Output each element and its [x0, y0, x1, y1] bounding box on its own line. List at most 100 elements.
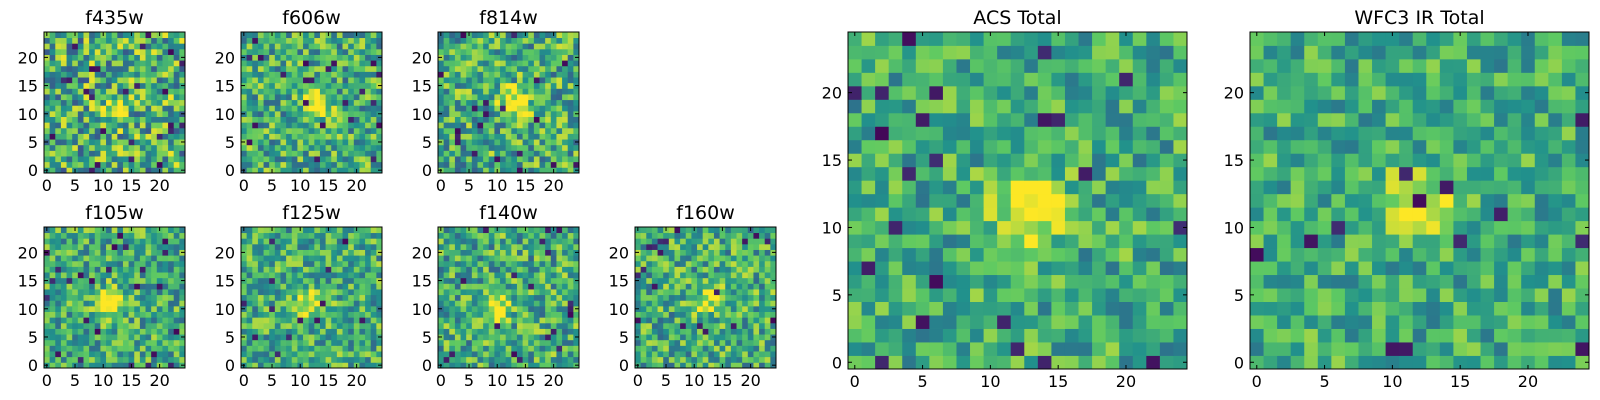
heatmap-cell — [342, 110, 349, 117]
heatmap-cell — [291, 127, 298, 134]
heatmap-cell — [454, 243, 461, 250]
heatmap-cell — [274, 37, 281, 44]
heatmap-cell — [1119, 261, 1134, 276]
heatmap-cell — [100, 139, 107, 146]
heatmap-cell — [342, 43, 349, 50]
heatmap-cell — [151, 60, 158, 67]
heatmap-cell — [573, 243, 580, 250]
heatmap-cell — [156, 356, 163, 363]
heatmap-cell — [342, 77, 349, 84]
heatmap-cell — [291, 227, 298, 234]
heatmap-cell — [1132, 247, 1147, 262]
heatmap-cell — [314, 255, 321, 262]
heatmap-cell — [134, 48, 141, 55]
heatmap-cell — [246, 32, 253, 39]
heatmap-cell — [128, 277, 135, 284]
heatmap-cell — [691, 356, 698, 363]
heatmap-cell — [280, 139, 287, 146]
heatmap-cell — [252, 48, 259, 55]
heatmap-cell — [505, 150, 512, 157]
heatmap-cell — [162, 255, 169, 262]
heatmap-cell — [44, 65, 51, 72]
heatmap-cell — [736, 317, 743, 324]
heatmap-cell — [319, 77, 326, 84]
heatmap-cell — [348, 339, 355, 346]
heatmap-cell — [72, 99, 79, 106]
heatmap-cell — [550, 243, 557, 250]
heatmap-cell — [929, 274, 944, 289]
heatmap-cell — [1173, 193, 1188, 208]
heatmap-cell — [956, 153, 971, 168]
heatmap-cell — [702, 362, 709, 369]
heatmap-cell — [370, 328, 377, 335]
heatmap-cell — [483, 105, 490, 112]
heatmap-cell — [241, 43, 248, 50]
heatmap-cell — [747, 243, 754, 250]
heatmap-cell — [674, 345, 681, 352]
heatmap-cell — [325, 328, 332, 335]
heatmap-cell — [494, 116, 501, 123]
heatmap-cell — [94, 110, 101, 117]
heatmap-cell — [454, 88, 461, 95]
heatmap-cell — [725, 351, 732, 358]
heatmap-cell — [117, 122, 124, 129]
heatmap-cell — [269, 116, 276, 123]
heatmap-cell — [488, 311, 495, 318]
heatmap-cell — [902, 288, 917, 302]
heatmap-cell — [657, 339, 664, 346]
heatmap-cell — [640, 294, 647, 301]
heatmap-cell — [60, 351, 67, 358]
heatmap-cell — [861, 328, 876, 343]
heatmap-cell — [550, 334, 557, 341]
heatmap-cell — [246, 133, 253, 140]
heatmap-cell — [66, 32, 73, 39]
heatmap-cell — [106, 300, 113, 307]
heatmap-cell — [134, 150, 141, 157]
heatmap-cell — [151, 289, 158, 296]
heatmap-cell — [72, 249, 79, 256]
heatmap-cell — [562, 65, 569, 72]
heatmap-cell — [342, 82, 349, 89]
heatmap-cell — [274, 322, 281, 329]
heatmap-cell — [106, 283, 113, 290]
heatmap-cell — [545, 277, 552, 284]
heatmap-cell — [303, 161, 310, 168]
heatmap-cell — [122, 300, 129, 307]
heatmap-cell — [443, 277, 450, 284]
heatmap-cell — [66, 243, 73, 250]
heatmap-cell — [516, 144, 523, 151]
heatmap-cell — [1159, 315, 1174, 329]
heatmap-cell — [539, 71, 546, 78]
heatmap-cell — [55, 54, 62, 61]
heatmap-cell — [55, 322, 62, 329]
heatmap-cell — [646, 345, 653, 352]
heatmap-cell — [269, 60, 276, 67]
heatmap-cell — [60, 322, 67, 329]
heatmap-cell — [888, 342, 903, 356]
heatmap-cell — [162, 94, 169, 101]
heatmap-cell — [319, 99, 326, 106]
heatmap-cell — [942, 301, 957, 316]
heatmap-cell — [500, 305, 507, 312]
heatmap-cell — [511, 260, 518, 267]
heatmap-cell — [528, 43, 535, 50]
heatmap-cell — [286, 110, 293, 117]
heatmap-cell — [241, 122, 248, 129]
heatmap-cell — [365, 144, 372, 151]
heatmap-cell — [550, 289, 557, 296]
heatmap-cell — [680, 322, 687, 329]
heatmap-cell — [556, 345, 563, 352]
heatmap-cell — [742, 277, 749, 284]
heatmap-cell — [297, 232, 304, 239]
heatmap-cell — [173, 266, 180, 273]
heatmap-cell — [663, 249, 670, 256]
heatmap-cell — [449, 238, 456, 245]
heatmap-cell — [89, 127, 96, 134]
heatmap-cell — [179, 300, 186, 307]
heatmap-cell — [44, 272, 51, 279]
heatmap-cell — [263, 122, 270, 129]
heatmap-cell — [269, 272, 276, 279]
heatmap-cell — [956, 315, 971, 329]
heatmap-cell — [60, 71, 67, 78]
heatmap-cell — [308, 48, 315, 55]
